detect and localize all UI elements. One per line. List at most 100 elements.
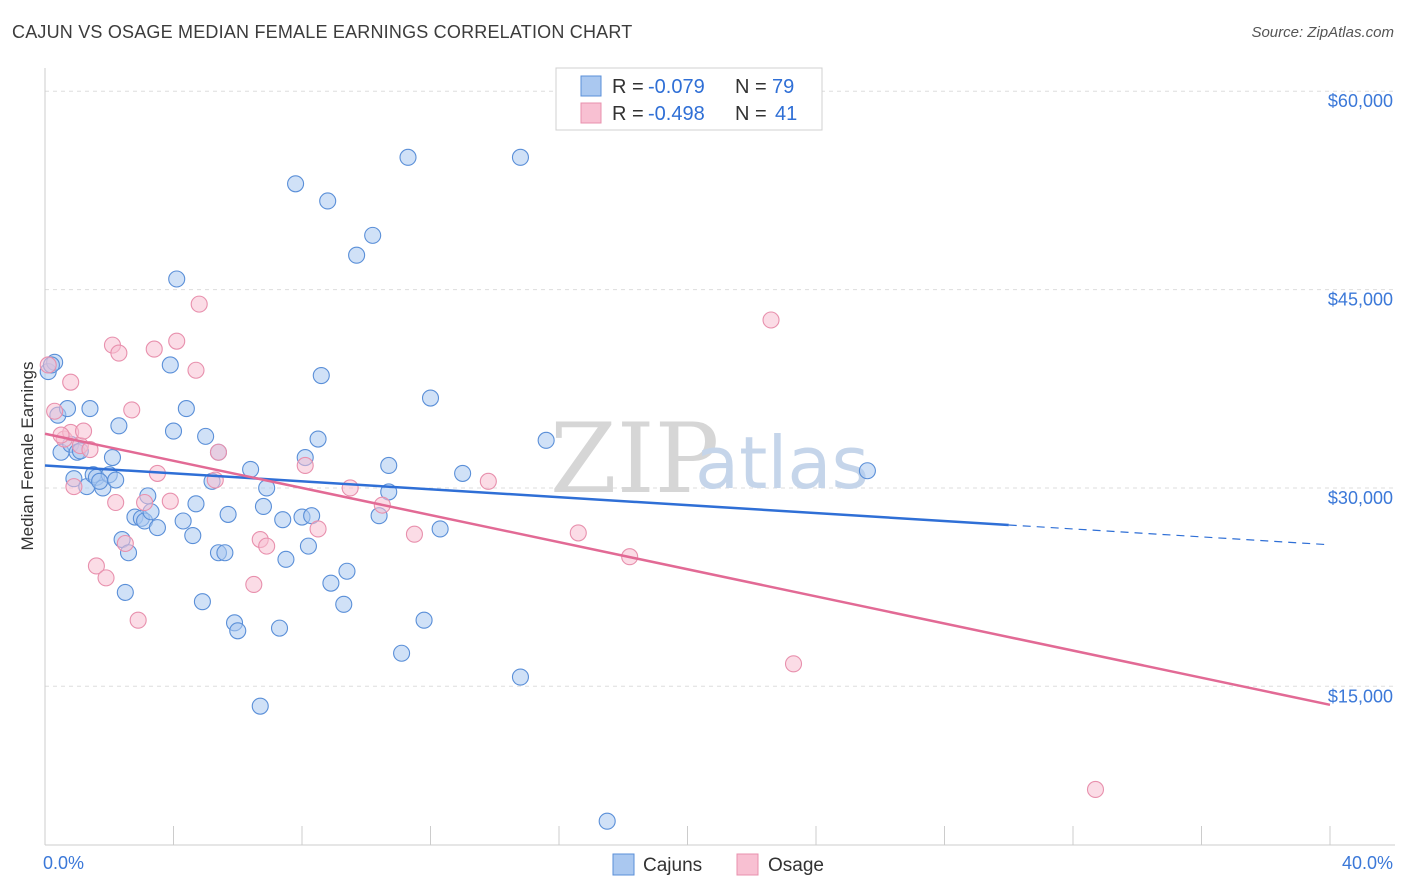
- legend-n-label-1: N =: [735, 76, 767, 98]
- cajun-point-32: [187, 495, 205, 513]
- cajun-point-70: [454, 464, 472, 482]
- legend-r-value-2: -0.498: [648, 103, 705, 125]
- cajun-point-74: [598, 812, 616, 830]
- cajun-point-10: [81, 400, 99, 418]
- cajun-point-67: [415, 611, 433, 629]
- cajun-point-65: [393, 644, 411, 662]
- osage-point-25: [209, 443, 228, 461]
- legend-box: R = -0.079 N = 79 R = -0.498 N = 41: [555, 67, 823, 131]
- cajun-point-33: [193, 593, 211, 611]
- osage-point-28: [258, 537, 276, 555]
- cajun-point-68: [421, 389, 440, 407]
- cajun-point-43: [251, 697, 269, 715]
- legend-r-label-2: R =: [612, 103, 644, 125]
- osage-point-12: [107, 493, 125, 512]
- cajun-point-63: [380, 456, 398, 475]
- cajun-point-28: [168, 270, 186, 288]
- bottom-legend: Cajuns Osage: [612, 853, 824, 876]
- cajun-point-72: [511, 668, 530, 686]
- legend-r-label-1: R =: [612, 76, 644, 98]
- osage-point-37: [762, 311, 780, 329]
- osage-point-30: [309, 520, 327, 538]
- legend-swatch-cajuns: [580, 75, 602, 97]
- cajun-point-59: [338, 562, 356, 580]
- osage-point-13: [110, 344, 128, 362]
- cajun-point-73: [537, 431, 555, 449]
- cajun-point-29: [174, 512, 192, 530]
- osage-point-16: [129, 611, 147, 629]
- osage-point-5: [65, 478, 83, 496]
- osage-point-23: [190, 295, 208, 313]
- y-tick-label-1: $45,000: [1328, 290, 1393, 310]
- osage-point-9: [87, 557, 105, 575]
- cajun-point-30: [177, 400, 195, 418]
- bottom-legend-swatch-cajuns: [612, 853, 635, 876]
- cajun-point-58: [335, 595, 353, 613]
- osage-point-38: [784, 655, 803, 673]
- osage-point-18: [145, 340, 163, 358]
- cajun-point-15: [103, 448, 122, 467]
- y-tick-label-3: $15,000: [1328, 686, 1393, 706]
- cajun-point-57: [322, 574, 340, 592]
- cajun-point-52: [299, 537, 317, 555]
- cajun-point-56: [319, 192, 337, 210]
- cajun-point-47: [274, 511, 292, 529]
- osage-point-39: [1086, 780, 1105, 799]
- x-tick-labels: 0.0% 40.0%: [43, 853, 1393, 873]
- osage-point-17: [136, 493, 154, 512]
- cajun-point-69: [431, 520, 449, 538]
- cajun-point-27: [164, 422, 183, 440]
- legend-n-label-2: N =: [735, 103, 767, 125]
- cajun-trend-extension: [1008, 524, 1331, 546]
- x-tick-label-1: 40.0%: [1342, 853, 1393, 873]
- osage-point-33: [405, 525, 423, 543]
- osage-point-8: [81, 441, 99, 459]
- cajun-point-77: [91, 472, 109, 490]
- cajun-point-19: [116, 583, 134, 601]
- watermark-atlas: atlas: [695, 421, 869, 505]
- cajun-point-66: [399, 148, 417, 166]
- osage-point-31: [341, 479, 359, 497]
- cajun-point-16: [107, 471, 125, 489]
- y-tick-label-0: $60,000: [1328, 91, 1393, 111]
- cajun-trend-line: [44, 464, 1009, 527]
- gridlines: [45, 90, 1395, 687]
- osage-point-21: [168, 332, 186, 350]
- y-tick-labels: $60,000 $45,000 $30,000 $15,000: [1328, 91, 1393, 706]
- osage-point-26: [245, 575, 263, 594]
- cajun-point-34: [197, 427, 215, 445]
- osage-point-7: [75, 422, 93, 440]
- cajun-point-61: [364, 226, 382, 244]
- cajun-point-48: [277, 550, 295, 568]
- cajun-point-38: [216, 544, 234, 562]
- cajun-point-41: [229, 622, 247, 640]
- cajun-point-49: [287, 175, 305, 193]
- osage-trend-line: [44, 432, 1331, 707]
- cajun-point-26: [161, 356, 179, 374]
- cajun-point-31: [184, 527, 202, 545]
- watermark-zip: ZIP: [550, 403, 719, 515]
- watermark: ZIP atlas: [550, 403, 869, 515]
- osage-point-22: [187, 361, 205, 379]
- osage-point-29: [296, 456, 314, 475]
- osage-point-1: [46, 402, 64, 420]
- x-tick-label-0: 0.0%: [43, 853, 84, 873]
- y-axis-title: Median Female Earnings: [18, 362, 37, 551]
- cajun-point-55: [312, 366, 330, 385]
- bottom-legend-cajuns: Cajuns: [643, 855, 702, 876]
- osage-point-15: [123, 401, 141, 419]
- cajun-point-54: [309, 430, 327, 448]
- osage-point-14: [116, 534, 134, 553]
- osage-point-20: [161, 492, 179, 510]
- cajun-point-60: [348, 246, 366, 264]
- chart-title: CAJUN VS OSAGE MEDIAN FEMALE EARNINGS CO…: [12, 22, 633, 42]
- bottom-legend-osage: Osage: [768, 855, 824, 876]
- cajun-point-17: [110, 417, 128, 435]
- cajun-point-39: [219, 505, 237, 523]
- legend-r-value-1: -0.079: [648, 76, 705, 98]
- osage-point-10: [97, 569, 115, 587]
- cajun-point-75: [858, 462, 876, 480]
- osage-point-35: [569, 524, 587, 542]
- osage-point-34: [479, 472, 497, 490]
